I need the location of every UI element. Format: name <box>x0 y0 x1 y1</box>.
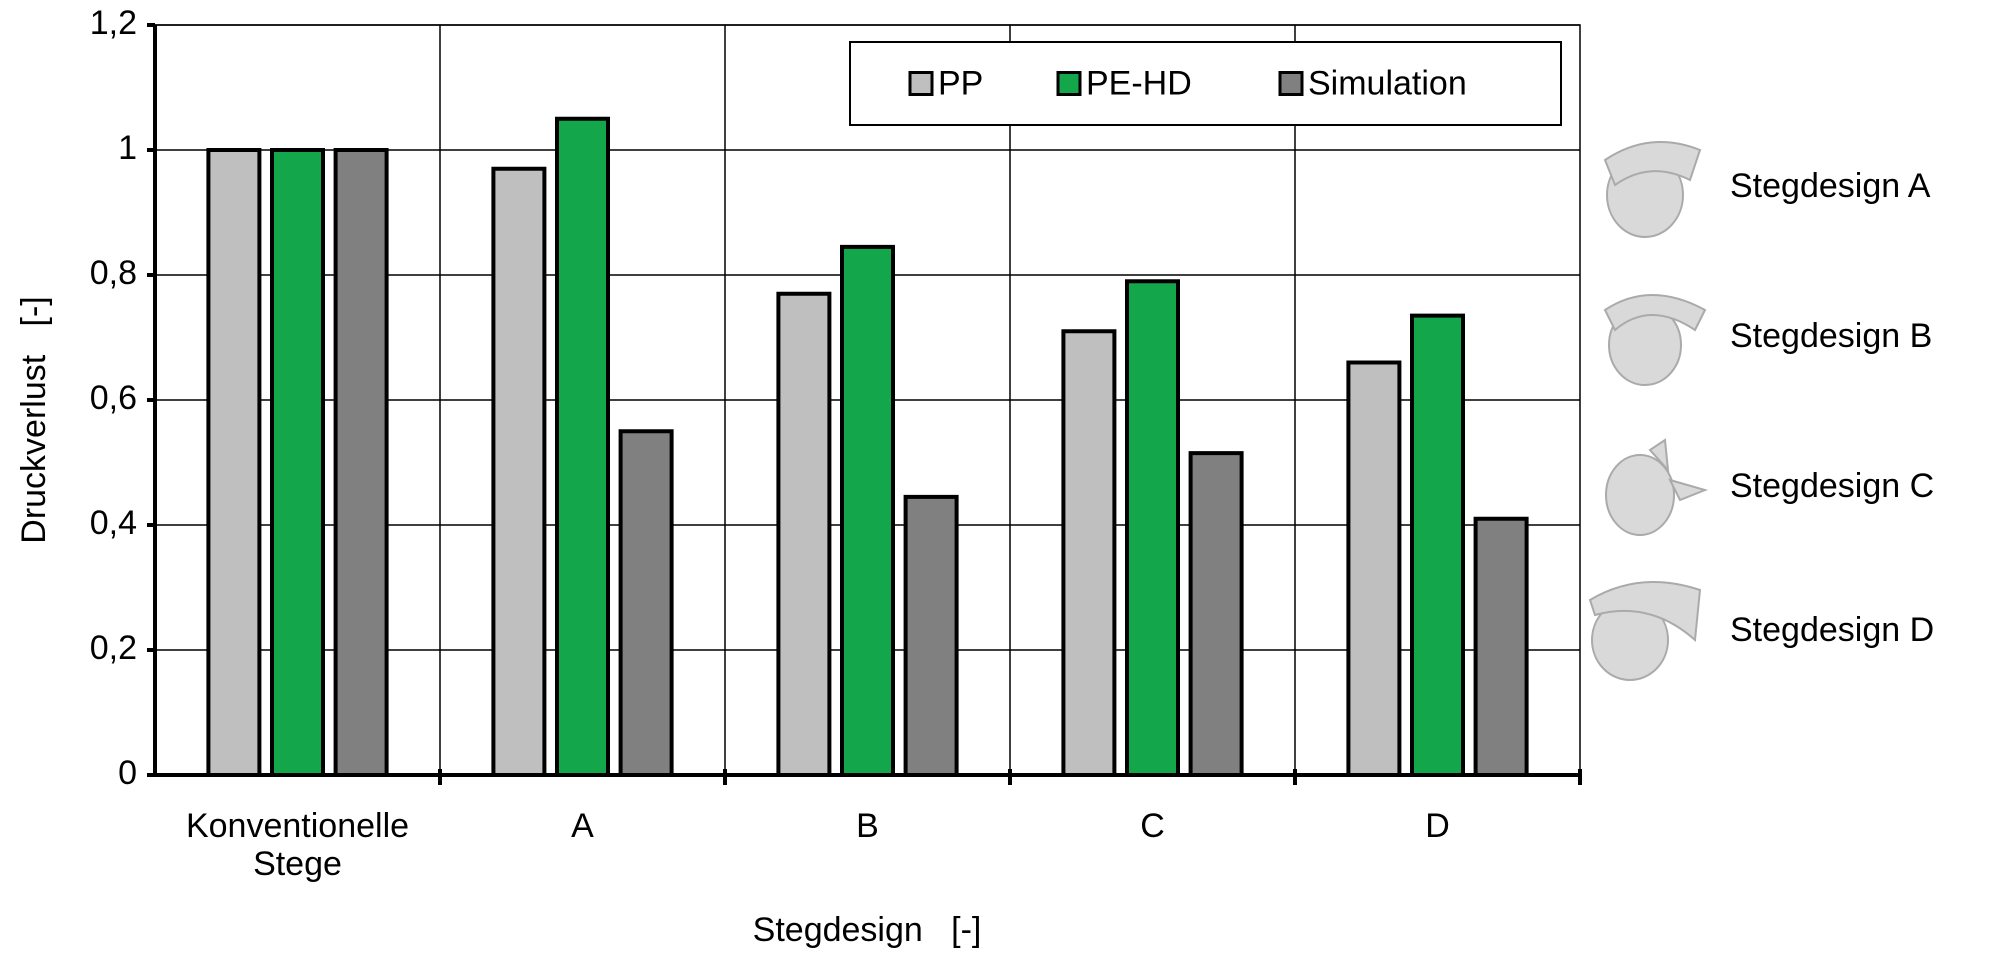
x-tick-label: A <box>468 807 698 845</box>
y-tick-label: 1 <box>118 129 137 167</box>
bar <box>336 150 387 775</box>
design-label: Stegdesign C <box>1730 467 1934 505</box>
bar <box>1063 331 1114 775</box>
y-tick-label: 0,8 <box>90 254 137 292</box>
design-label: Stegdesign B <box>1730 317 1932 355</box>
x-tick-label: C <box>1038 807 1268 845</box>
page: Druckverlust [-] Stegdesign [-] 0 0,2 0,4 0… <box>0 0 1995 957</box>
design-label: Stegdesign D <box>1730 611 1934 649</box>
y-tick-label: 0,2 <box>90 629 137 667</box>
legend-label: PP <box>938 64 983 102</box>
x-tick-label: B <box>753 807 983 845</box>
y-tick-label: 0,6 <box>90 379 137 417</box>
legend-swatch <box>1058 73 1080 95</box>
y-axis-label: Druckverlust [-] <box>15 296 53 543</box>
legend-swatch <box>910 73 932 95</box>
x-axis-label: Stegdesign [-] <box>753 911 982 949</box>
bar <box>1191 453 1242 775</box>
y-tick-label: 0,4 <box>90 504 137 542</box>
bar <box>778 294 829 775</box>
y-tick-label: 0 <box>118 754 137 792</box>
bar <box>1412 316 1463 775</box>
bar <box>842 247 893 775</box>
bar <box>272 150 323 775</box>
bar <box>1127 281 1178 775</box>
bar <box>557 119 608 775</box>
bar <box>1476 519 1527 775</box>
bar <box>906 497 957 775</box>
bar <box>208 150 259 775</box>
design-images <box>1590 142 1705 680</box>
bar <box>1348 363 1399 776</box>
bar <box>493 169 544 775</box>
bar <box>621 431 672 775</box>
legend-swatch <box>1280 73 1302 95</box>
x-tick-label: Konventionelle Stege <box>183 807 413 883</box>
design-label: Stegdesign A <box>1730 167 1931 205</box>
legend-label: PE-HD <box>1086 64 1192 102</box>
legend-label: Simulation <box>1308 64 1467 102</box>
y-tick-label: 1,2 <box>90 4 137 42</box>
x-tick-label: D <box>1323 807 1553 845</box>
